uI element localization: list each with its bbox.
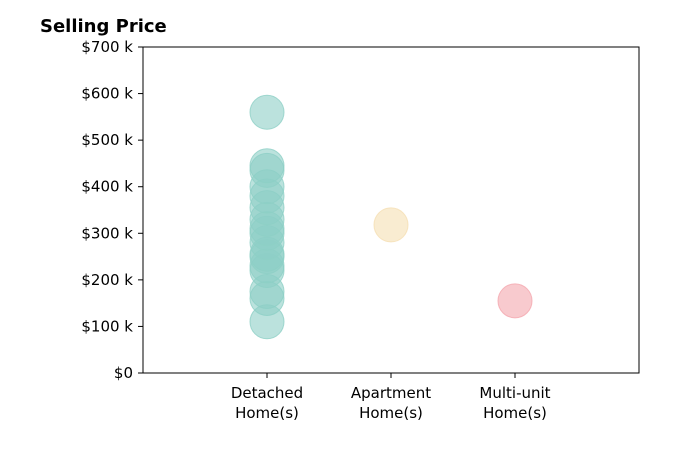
x-tick-label: Detached Home(s)	[231, 384, 303, 422]
y-tick-label: $600 k	[81, 85, 133, 103]
data-point	[249, 148, 285, 184]
y-tick-label: $0	[114, 364, 133, 382]
y-tick-label: $500 k	[81, 131, 133, 149]
chart-title: Selling Price	[40, 16, 167, 37]
y-tick-label: $100 k	[81, 317, 133, 335]
y-tick-label: $400 k	[81, 178, 133, 196]
data-point	[249, 94, 285, 130]
y-tick-label: $200 k	[81, 271, 133, 289]
x-tick-label: Multi-unit Home(s)	[479, 384, 550, 422]
x-tick-label: Apartment Home(s)	[351, 384, 431, 422]
data-point	[497, 283, 533, 319]
y-tick-label: $300 k	[81, 224, 133, 242]
data-point	[373, 207, 409, 243]
y-tick-label: $700 k	[81, 38, 133, 56]
